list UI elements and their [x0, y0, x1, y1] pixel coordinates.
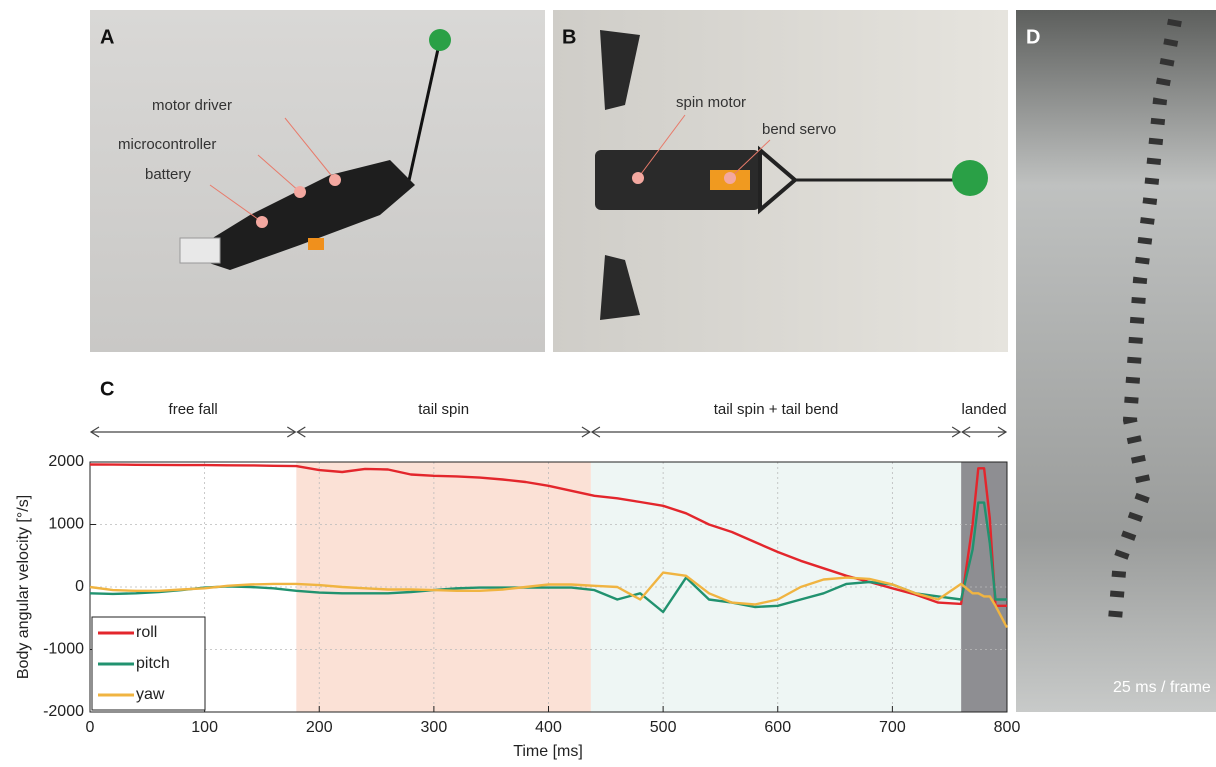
phase-label: tail spin [418, 401, 469, 418]
x-tick-label: 300 [421, 719, 448, 736]
marker [256, 216, 268, 228]
x-tick-label: 500 [650, 719, 677, 736]
chart: C Time [ms] Body angular velocity [°/s] … [15, 378, 1020, 760]
y-tick-label: 2000 [48, 453, 84, 470]
annotation: spin motor [676, 94, 746, 111]
y-axis-label: Body angular velocity [°/s] [15, 495, 32, 679]
panel-a: A motor driver microcontroller battery [90, 10, 545, 352]
y-tick-label: 1000 [48, 516, 84, 533]
panel-label: C [100, 378, 114, 400]
legend-label: yaw [136, 686, 165, 703]
panel-label: D [1026, 26, 1040, 48]
robot-part [308, 238, 324, 250]
marker [294, 186, 306, 198]
robot-part [180, 238, 220, 263]
annotation: battery [145, 166, 191, 183]
x-tick-label: 700 [879, 719, 906, 736]
marker [724, 172, 736, 184]
x-axis-label: Time [ms] [513, 743, 583, 760]
x-tick-label: 800 [994, 719, 1021, 736]
panel-label: B [562, 26, 576, 48]
marker [329, 174, 341, 186]
annotation: microcontroller [118, 136, 216, 153]
tail-ball [429, 29, 451, 51]
x-tick-label: 400 [535, 719, 562, 736]
y-tick-label: -1000 [43, 641, 84, 658]
phase-label: tail spin + tail bend [714, 401, 839, 418]
panel-label: A [100, 26, 114, 48]
photo-d [1016, 10, 1216, 712]
y-tick-label: -2000 [43, 703, 84, 720]
panel-d: D 25 ms / frame [1016, 10, 1216, 712]
x-tick-label: 100 [191, 719, 218, 736]
marker [632, 172, 644, 184]
legend-label: pitch [136, 655, 170, 672]
figure: A motor driver microcontroller battery B… [0, 0, 1216, 762]
x-tick-label: 600 [764, 719, 791, 736]
phase-label: free fall [169, 401, 218, 418]
x-tick-label: 0 [86, 719, 95, 736]
tail-ball [952, 160, 988, 196]
panel-b: B spin motor bend servo [553, 10, 1008, 352]
annotation: motor driver [152, 97, 232, 114]
phase-label: landed [962, 401, 1007, 418]
caption: 25 ms / frame [1113, 679, 1211, 696]
y-tick-label: 0 [75, 578, 84, 595]
annotation: bend servo [762, 121, 836, 138]
legend-label: roll [136, 624, 157, 641]
x-tick-label: 200 [306, 719, 333, 736]
